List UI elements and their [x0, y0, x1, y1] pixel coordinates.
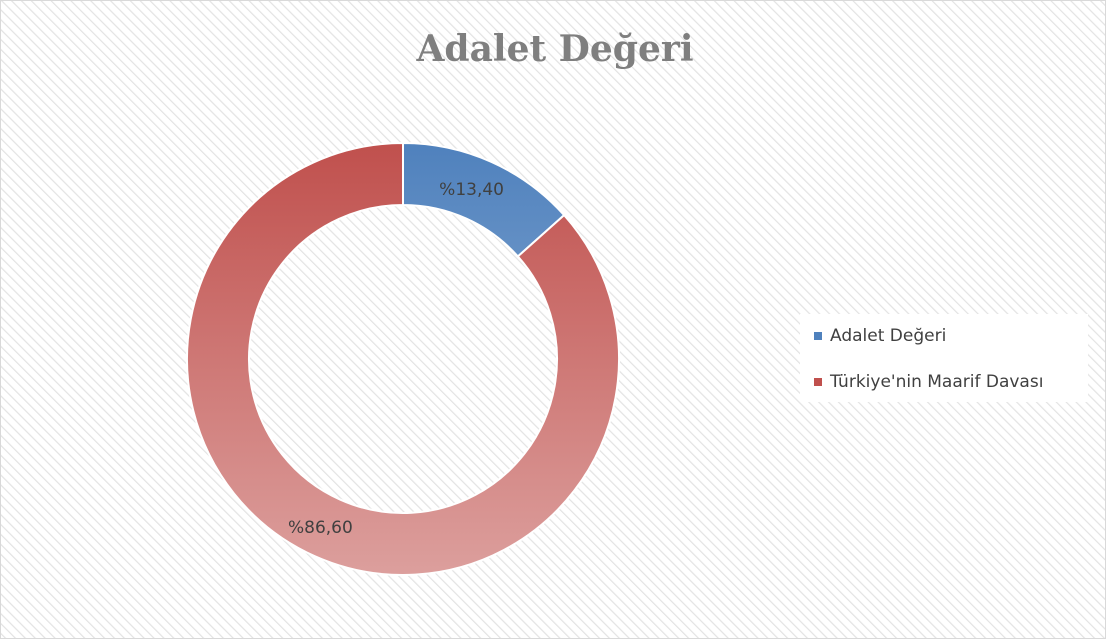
data-label: %86,60 — [288, 518, 353, 538]
legend-marker — [814, 332, 822, 340]
legend-marker — [814, 378, 822, 386]
legend-box — [800, 314, 1088, 402]
legend-label: Adalet Değeri — [830, 326, 946, 346]
data-label: %13,40 — [439, 180, 504, 200]
doughnut-slice — [186, 141, 620, 576]
legend-label: Türkiye'nin Maarif Davası — [829, 372, 1043, 392]
chart-title: Adalet Değeri — [415, 28, 693, 70]
